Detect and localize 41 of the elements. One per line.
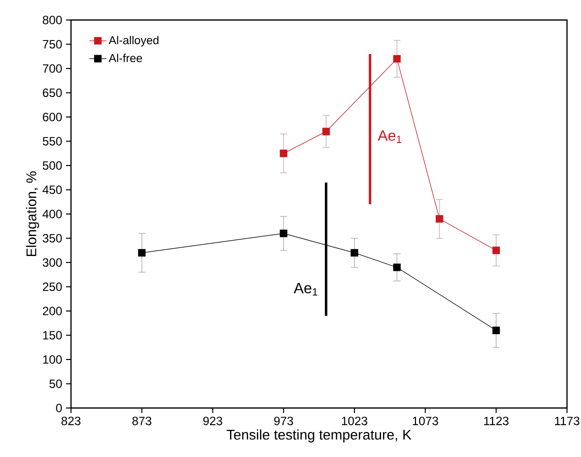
- y-tick-label: 100: [43, 355, 62, 364]
- x-tick-label: 1123: [484, 416, 509, 426]
- x-tick-label: 873: [132, 416, 152, 426]
- x-tick-label: 1073: [412, 416, 438, 426]
- point: [393, 55, 401, 63]
- point: [280, 150, 288, 158]
- point: [138, 249, 146, 257]
- y-tick-label: 500: [42, 161, 62, 170]
- point: [492, 246, 500, 254]
- y-tick-label: 550: [42, 137, 62, 146]
- x-tick-label: 1023: [342, 416, 368, 426]
- y-tick-label: 750: [42, 40, 62, 49]
- y-tick-label: 200: [42, 306, 62, 316]
- y-tick-label: 250: [42, 282, 62, 292]
- y-tick-label: 700: [42, 64, 62, 73]
- x-tick-label: 823: [62, 416, 80, 426]
- y-tick-label: 450: [42, 186, 62, 194]
- point: [322, 128, 330, 136]
- y-tick-label: 600: [42, 112, 62, 122]
- point: [436, 215, 444, 223]
- x-axis-title: Tensile testing temperature, K: [226, 429, 412, 442]
- annotation: Ae$_{1}$: [294, 282, 318, 296]
- y-tick-label: 150: [43, 331, 62, 340]
- y-tick-label: 50: [49, 380, 62, 388]
- y-tick-label: 400: [42, 210, 62, 218]
- y-tick-label: 800: [42, 16, 62, 24]
- y-axis-title: Elongation, %: [26, 171, 40, 256]
- y-tick-label: 650: [42, 88, 62, 98]
- point: [280, 230, 288, 238]
- y-tick-label: 300: [42, 258, 62, 267]
- legend-label: Al-free: [108, 54, 142, 62]
- point: [350, 249, 358, 257]
- x-tick-label: 923: [203, 416, 222, 426]
- x-tick-label: 973: [274, 416, 294, 426]
- point: [393, 264, 401, 272]
- point: [492, 326, 500, 334]
- legend-label: Al-alloyed: [108, 36, 158, 47]
- x-tick-label: 1173: [555, 416, 580, 426]
- annotation: Ae$_{1}$: [378, 130, 402, 143]
- y-tick-label: 0: [56, 404, 62, 412]
- y-tick-label: 350: [42, 234, 62, 243]
